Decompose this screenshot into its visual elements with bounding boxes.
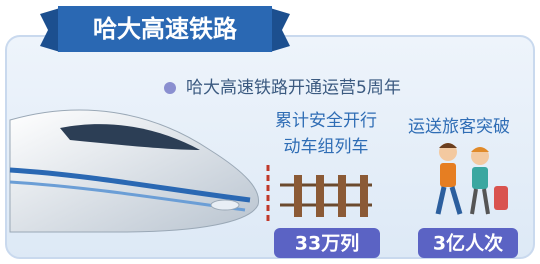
stat-value: 3亿人次 (433, 232, 503, 255)
bullet-text: 哈大高速铁路开通运营5周年 (186, 78, 401, 98)
title: 哈大高速铁路 (93, 15, 238, 43)
stat-label: 动车组列车 (284, 137, 369, 157)
stat-value: 33万列 (295, 233, 359, 255)
ribbon-tail (270, 8, 290, 52)
stat-label: 累计安全开行 (275, 111, 377, 131)
bullet-dot (164, 82, 176, 94)
ribbon-tail (40, 8, 60, 52)
stat-label: 运送旅客突破 (408, 117, 510, 137)
infographic: 哈大高速铁路 哈大高速铁路开通运营5周年 累计安全开行 动车组列车 33万列 运… (0, 0, 540, 264)
page: 哈大高速铁路 哈大高速铁路开通运营5周年 累计安全开行 动车组列车 33万列 运… (0, 0, 540, 264)
